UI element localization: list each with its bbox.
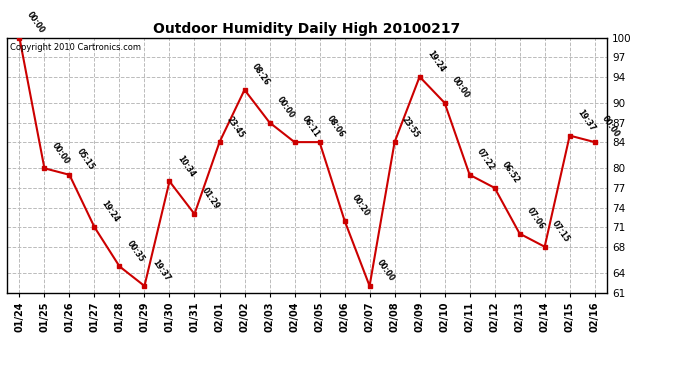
Text: 07:22: 07:22	[475, 147, 497, 172]
Text: 00:35: 00:35	[125, 239, 146, 264]
Title: Outdoor Humidity Daily High 20100217: Outdoor Humidity Daily High 20100217	[153, 22, 461, 36]
Text: 07:15: 07:15	[550, 219, 571, 244]
Text: 23:45: 23:45	[225, 114, 246, 140]
Text: 00:00: 00:00	[50, 141, 71, 165]
Text: 08:26: 08:26	[250, 62, 271, 87]
Text: 06:11: 06:11	[300, 114, 322, 140]
Text: 07:06: 07:06	[525, 206, 546, 231]
Text: 19:24: 19:24	[100, 200, 121, 224]
Text: 00:00: 00:00	[450, 75, 471, 100]
Text: 00:00: 00:00	[600, 114, 622, 140]
Text: 19:37: 19:37	[575, 108, 597, 133]
Text: 19:37: 19:37	[150, 258, 171, 283]
Text: 00:00: 00:00	[275, 95, 296, 120]
Text: 00:20: 00:20	[350, 193, 371, 218]
Text: Copyright 2010 Cartronics.com: Copyright 2010 Cartronics.com	[10, 43, 141, 52]
Text: 01:29: 01:29	[200, 186, 221, 211]
Text: 23:55: 23:55	[400, 115, 421, 140]
Text: 19:24: 19:24	[425, 49, 446, 74]
Text: 08:06: 08:06	[325, 114, 346, 140]
Text: 00:00: 00:00	[25, 10, 46, 35]
Text: 00:00: 00:00	[375, 258, 396, 283]
Text: 05:15: 05:15	[75, 147, 96, 172]
Text: 10:34: 10:34	[175, 154, 196, 178]
Text: 06:52: 06:52	[500, 160, 522, 185]
